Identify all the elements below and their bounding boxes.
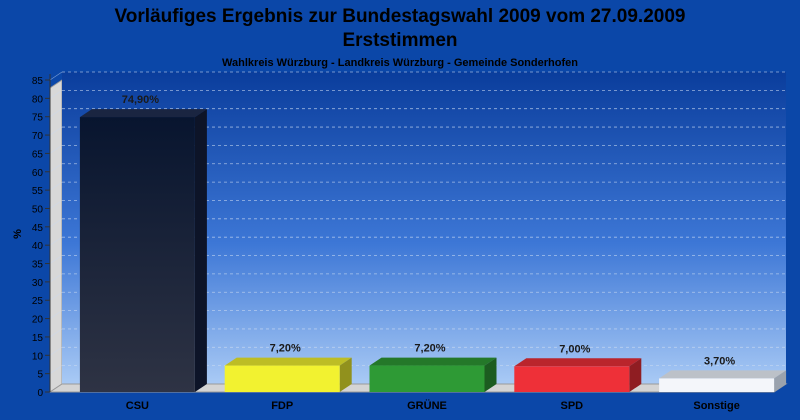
- chart-title: Vorläufiges Ergebnis zur Bundestagswahl …: [115, 6, 686, 27]
- x-tick-label: SPD: [560, 400, 583, 412]
- y-axis-label: %: [12, 229, 24, 239]
- y-tick-label: 75: [32, 113, 44, 124]
- grid-line-side: [49, 108, 63, 117]
- bar: [369, 357, 497, 392]
- y-tick-label: 0: [37, 388, 43, 399]
- y-tick-label: 35: [32, 260, 44, 271]
- bar-value-label: 74,90%: [122, 94, 160, 106]
- grid-line-side: [49, 90, 63, 99]
- grid-line-side: [49, 126, 63, 136]
- y-tick-label: 20: [32, 315, 44, 326]
- grid-line-side: [49, 291, 63, 301]
- bar-front: [514, 366, 630, 392]
- y-tick-label: 85: [32, 76, 44, 87]
- bar: [514, 358, 642, 392]
- bars: [79, 109, 787, 393]
- bar: [224, 357, 352, 392]
- y-tick-label: 70: [32, 131, 44, 142]
- bar-value-label: 7,20%: [414, 343, 445, 355]
- grid-line-side: [49, 310, 63, 319]
- y-tick-label: 30: [32, 278, 44, 289]
- grid-line-side: [49, 218, 63, 228]
- bar-value-label: 7,20%: [270, 343, 301, 355]
- bar: [79, 109, 207, 393]
- y-tick-label: 15: [32, 333, 44, 344]
- grid-line-side: [49, 163, 63, 173]
- grid-line-side: [49, 71, 63, 81]
- bar-front: [369, 365, 485, 392]
- bar-front: [659, 378, 775, 392]
- grid-line-side: [49, 255, 63, 264]
- y-tick-label: 40: [32, 241, 44, 252]
- grid-line-side: [49, 181, 63, 191]
- bar-top: [514, 358, 642, 367]
- y-tick-label: 60: [32, 168, 44, 179]
- bar-value-label: 7,00%: [559, 343, 590, 355]
- grid-line-side: [49, 347, 63, 356]
- x-tick-label: GRÜNE: [407, 399, 447, 412]
- y-tick-label: 45: [32, 223, 44, 234]
- chart-subtitle: Wahlkreis Würzburg - Landkreis Würzburg …: [222, 57, 578, 69]
- bar-side: [774, 370, 787, 392]
- bar-top: [369, 357, 497, 366]
- y-tick-label: 10: [32, 351, 44, 362]
- y-tick-label: 80: [32, 94, 44, 105]
- bar-value-label: 3,70%: [704, 355, 735, 367]
- y-tick-label: 65: [32, 149, 44, 160]
- y-tick-label: 55: [32, 186, 44, 197]
- left-wall: [49, 79, 63, 393]
- grid-line-side: [49, 145, 63, 154]
- bar-top: [659, 370, 787, 379]
- grid-line-side: [49, 328, 63, 338]
- bar-front: [224, 365, 340, 392]
- chart-title-line2: Erststimmen: [342, 30, 457, 51]
- y-axis: 0 5 10 15 20 25 30 35 40 45 50 55 60 65 70 75 80 85: [32, 74, 51, 399]
- bar: [659, 370, 787, 392]
- grid-line-side: [49, 200, 63, 209]
- bar-top: [224, 357, 352, 366]
- x-tick-label: FDP: [271, 400, 293, 412]
- bar-top: [79, 109, 207, 118]
- bar-side: [339, 357, 352, 392]
- y-tick-label: 25: [32, 296, 44, 307]
- grid-line-side: [49, 365, 63, 374]
- bar-side: [484, 357, 497, 392]
- x-tick-label: CSU: [126, 400, 149, 412]
- labels: 74,90% CSU 7,20% FDP 7,20% GRÜNE 7,00% SPD 3,70%…: [122, 94, 740, 412]
- bar-front: [79, 117, 195, 393]
- bar-side: [194, 109, 207, 393]
- bar-side: [629, 358, 642, 392]
- grid-line-side: [49, 273, 63, 283]
- x-tick-label: Sonstige: [693, 400, 739, 412]
- grid-line-side: [49, 236, 63, 246]
- y-tick-label: 5: [37, 370, 43, 381]
- y-tick-label: 50: [32, 204, 44, 215]
